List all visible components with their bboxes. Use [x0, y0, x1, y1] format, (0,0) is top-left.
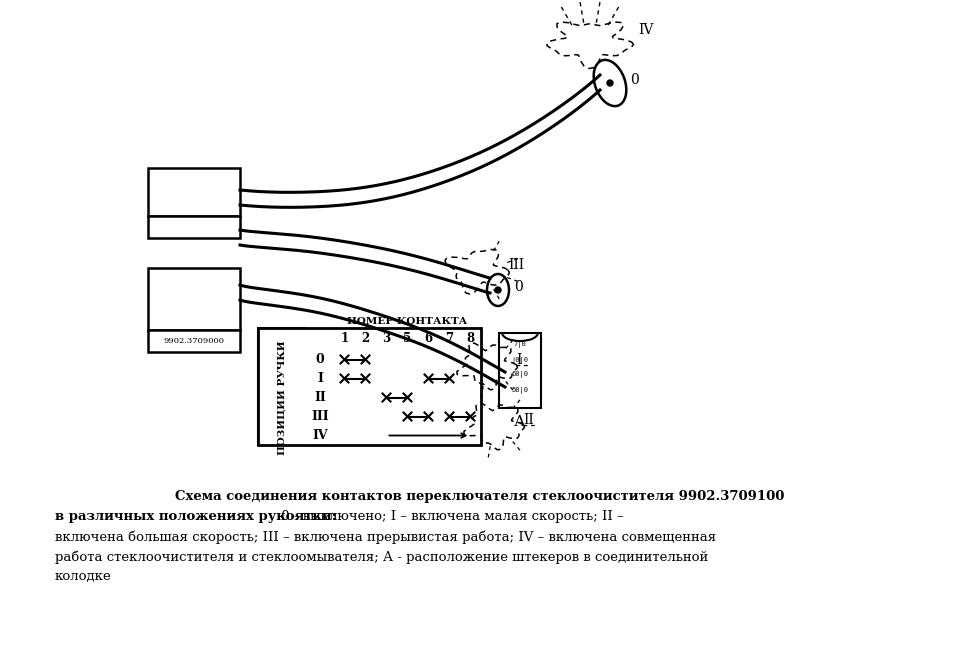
Text: включена большая скорость; III – включена прерывистая работа; IV – включена совм: включена большая скорость; III – включен…	[55, 530, 716, 543]
Ellipse shape	[487, 274, 509, 306]
Bar	[418, 350, 439, 369]
Text: колодке: колодке	[55, 570, 111, 583]
Bar	[397, 350, 418, 369]
Bar	[397, 426, 418, 445]
Bar	[439, 328, 460, 350]
Bar	[334, 328, 355, 350]
Bar	[397, 328, 418, 350]
Text: 6: 6	[425, 333, 432, 346]
Text: 7|0: 7|0	[513, 341, 527, 348]
Bar	[334, 388, 355, 407]
Text: 2: 2	[361, 333, 370, 346]
Text: 0 - выключено; I – включена малая скорость; II –: 0 - выключено; I – включена малая скорос…	[277, 510, 624, 523]
Text: 7: 7	[446, 333, 454, 346]
Bar	[418, 388, 439, 407]
Text: работа стеклоочистителя и стеклоомывателя; А - расположение штекеров в соедините: работа стеклоочистителя и стеклоомывател…	[55, 550, 708, 564]
Text: в различных положениях рукоятки:: в различных положениях рукоятки:	[55, 510, 336, 523]
Bar	[334, 426, 355, 445]
Bar	[376, 388, 397, 407]
Text: I: I	[516, 353, 522, 367]
Bar	[439, 369, 460, 388]
Text: 9902.3709000: 9902.3709000	[163, 337, 225, 345]
Circle shape	[607, 80, 613, 86]
Bar	[397, 407, 418, 426]
Bar	[439, 407, 460, 426]
Text: I: I	[317, 372, 323, 385]
Text: 3: 3	[382, 333, 390, 346]
Text: А: А	[514, 415, 526, 429]
Text: II: II	[314, 391, 326, 404]
Bar	[460, 350, 481, 369]
Bar	[355, 407, 376, 426]
Bar	[355, 426, 376, 445]
Bar	[460, 328, 481, 350]
Bar	[334, 407, 355, 426]
Bar	[439, 350, 460, 369]
Text: 5: 5	[404, 333, 411, 346]
Bar	[148, 330, 240, 352]
Text: 60|0: 60|0	[511, 372, 529, 378]
Text: 0: 0	[315, 353, 325, 366]
Bar	[355, 350, 376, 369]
Text: IV: IV	[638, 23, 653, 37]
Text: IV: IV	[312, 429, 328, 442]
Bar	[355, 388, 376, 407]
Bar	[439, 388, 460, 407]
Text: II: II	[523, 413, 533, 427]
Text: 0: 0	[630, 73, 639, 87]
Circle shape	[495, 287, 501, 293]
Bar	[306, 369, 334, 388]
Bar	[376, 328, 397, 350]
Bar	[460, 369, 481, 388]
Bar	[418, 407, 439, 426]
Bar	[334, 350, 355, 369]
Bar	[258, 328, 306, 445]
Bar	[355, 369, 376, 388]
Text: 1: 1	[340, 333, 349, 346]
Text: НОМЕР КОНТАКТА: НОМЕР КОНТАКТА	[347, 317, 468, 326]
Bar	[397, 388, 418, 407]
Bar	[334, 369, 355, 388]
Bar	[306, 328, 334, 350]
Bar	[148, 268, 240, 330]
Bar	[355, 328, 376, 350]
Bar	[460, 407, 481, 426]
Bar	[460, 426, 481, 445]
Bar	[418, 426, 439, 445]
Bar	[306, 407, 334, 426]
Bar	[258, 328, 481, 445]
Bar	[376, 369, 397, 388]
Bar	[148, 168, 240, 216]
Text: 8: 8	[466, 333, 475, 346]
Bar	[376, 426, 397, 445]
Bar	[376, 350, 397, 369]
Bar	[376, 407, 397, 426]
Bar	[418, 369, 439, 388]
Bar	[499, 333, 541, 408]
Text: |0|0: |0|0	[511, 356, 529, 363]
Bar	[306, 350, 334, 369]
Text: 0: 0	[514, 280, 523, 294]
Ellipse shape	[594, 60, 627, 106]
Text: III: III	[508, 258, 524, 272]
Bar	[460, 388, 481, 407]
Bar	[148, 216, 240, 238]
Text: 50|0: 50|0	[511, 387, 529, 393]
Bar	[439, 426, 460, 445]
Bar	[306, 388, 334, 407]
Bar	[306, 426, 334, 445]
Text: III: III	[311, 410, 329, 423]
Bar	[418, 328, 439, 350]
Text: Схема соединения контактов переключателя стеклоочистителя 9902.3709100: Схема соединения контактов переключателя…	[175, 490, 785, 503]
Bar	[397, 369, 418, 388]
Text: ПОЗИЦИИ РУЧКИ: ПОЗИЦИИ РУЧКИ	[278, 340, 286, 455]
